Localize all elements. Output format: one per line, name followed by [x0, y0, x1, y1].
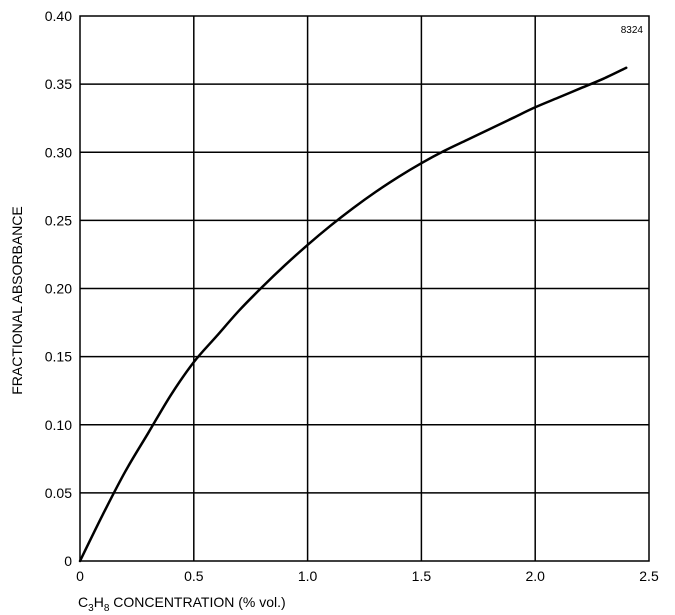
y-tick-label: 0	[64, 553, 72, 569]
x-axis-title-sub2: 8	[104, 603, 110, 614]
x-tick-label: 2.5	[639, 568, 659, 584]
y-tick-label: 0.30	[45, 144, 72, 160]
x-axis-title-sub1: 3	[88, 603, 94, 614]
plot-frame	[79, 15, 650, 562]
x-axis-title: C3H8 CONCENTRATION (% vol.)	[78, 594, 286, 614]
y-tick-label: 0.40	[45, 8, 72, 24]
figure-code: 8324	[621, 25, 644, 36]
y-tick-labels: 0 0.05 0.10 0.15 0.20 0.25 0.30 0.35 0.40	[45, 8, 72, 569]
y-tick-label: 0.05	[45, 485, 72, 501]
x-tick-label: 1.0	[298, 568, 318, 584]
x-tick-label: 0.5	[184, 568, 204, 584]
x-tick-label: 2.0	[525, 568, 545, 584]
y-axis-title: FRACTIONAL ABSORBANCE	[9, 206, 25, 395]
series-line	[78, 66, 628, 563]
y-tick-label: 0.10	[45, 417, 72, 433]
x-tick-labels: 0 0.5 1.0 1.5 2.0 2.5	[76, 568, 659, 584]
x-tick-label: 0	[76, 568, 84, 584]
x-axis-title-suffix: CONCENTRATION (% vol.)	[109, 594, 285, 610]
x-axis-title-mid: H	[94, 594, 104, 610]
series-layer	[78, 66, 628, 563]
y-tick-label: 0.15	[45, 349, 72, 365]
y-tick-label: 0.35	[45, 76, 72, 92]
x-axis-title-prefix: C	[78, 594, 88, 610]
y-tick-label: 0.25	[45, 212, 72, 228]
grid	[80, 16, 649, 561]
x-tick-label: 1.5	[412, 568, 432, 584]
y-tick-label: 0.20	[45, 281, 72, 297]
